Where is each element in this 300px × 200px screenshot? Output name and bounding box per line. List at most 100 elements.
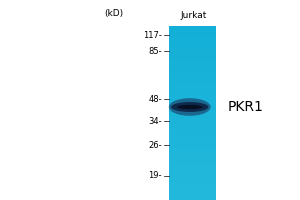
- Bar: [169, 78, 216, 79]
- Bar: [169, 59, 216, 60]
- Bar: [169, 43, 216, 44]
- Bar: [169, 26, 216, 27]
- Bar: [169, 75, 216, 76]
- Bar: [169, 186, 216, 187]
- Bar: [169, 69, 216, 70]
- Bar: [169, 52, 216, 53]
- Text: 48-: 48-: [148, 95, 162, 104]
- Bar: [169, 45, 216, 46]
- Bar: [169, 188, 216, 189]
- Bar: [169, 71, 216, 72]
- Bar: [169, 181, 216, 182]
- Bar: [169, 113, 216, 114]
- Bar: [169, 112, 216, 113]
- Bar: [169, 46, 216, 47]
- Bar: [169, 35, 216, 36]
- Bar: [169, 196, 216, 197]
- Bar: [169, 128, 216, 129]
- Bar: [169, 150, 216, 151]
- Ellipse shape: [171, 102, 208, 112]
- Bar: [169, 80, 216, 81]
- Bar: [169, 120, 216, 121]
- Bar: [169, 148, 216, 149]
- Bar: [169, 167, 216, 168]
- Text: PKR1: PKR1: [228, 100, 264, 114]
- Bar: [169, 155, 216, 156]
- Bar: [169, 177, 216, 178]
- Bar: [169, 183, 216, 184]
- Bar: [169, 95, 216, 96]
- Bar: [169, 95, 216, 96]
- Bar: [169, 121, 216, 122]
- Bar: [169, 160, 216, 161]
- Bar: [169, 124, 216, 125]
- Bar: [169, 198, 216, 199]
- Bar: [169, 33, 216, 34]
- Bar: [169, 185, 216, 186]
- Bar: [169, 151, 216, 152]
- Bar: [169, 173, 216, 174]
- Bar: [169, 168, 216, 169]
- Bar: [169, 189, 216, 190]
- Bar: [169, 66, 216, 67]
- Bar: [169, 83, 216, 84]
- Bar: [169, 91, 216, 92]
- Bar: [169, 170, 216, 171]
- Bar: [169, 127, 216, 128]
- Bar: [169, 48, 216, 49]
- Bar: [169, 105, 216, 106]
- Bar: [169, 104, 216, 105]
- Bar: [169, 30, 216, 31]
- Bar: [169, 74, 216, 75]
- Bar: [169, 93, 216, 94]
- Bar: [169, 73, 216, 74]
- Bar: [169, 116, 216, 117]
- Bar: [169, 131, 216, 132]
- Bar: [169, 144, 216, 145]
- Bar: [169, 117, 216, 118]
- Bar: [169, 62, 216, 63]
- Bar: [169, 162, 216, 163]
- Bar: [169, 32, 216, 33]
- Bar: [169, 174, 216, 175]
- Bar: [169, 154, 216, 155]
- Bar: [169, 68, 216, 69]
- Bar: [169, 118, 216, 119]
- Bar: [169, 106, 216, 107]
- Bar: [169, 146, 216, 147]
- Bar: [169, 129, 216, 130]
- Bar: [169, 64, 216, 65]
- Ellipse shape: [169, 98, 211, 116]
- Bar: [169, 53, 216, 54]
- Bar: [169, 153, 216, 154]
- Bar: [169, 72, 216, 73]
- Bar: [169, 36, 216, 37]
- Bar: [169, 82, 216, 83]
- Bar: [169, 114, 216, 115]
- Bar: [169, 86, 216, 87]
- Bar: [169, 192, 216, 193]
- Bar: [169, 77, 216, 78]
- Bar: [169, 31, 216, 32]
- Bar: [169, 175, 216, 176]
- Bar: [169, 139, 216, 140]
- Bar: [169, 126, 216, 127]
- Text: Jurkat: Jurkat: [180, 11, 207, 20]
- Bar: [169, 122, 216, 123]
- Bar: [169, 70, 216, 71]
- Bar: [169, 171, 216, 172]
- Bar: [169, 167, 216, 168]
- Bar: [169, 92, 216, 93]
- Bar: [169, 58, 216, 59]
- Bar: [169, 41, 216, 42]
- Bar: [169, 39, 216, 40]
- Bar: [169, 42, 216, 43]
- Bar: [169, 193, 216, 194]
- Bar: [169, 33, 216, 34]
- Bar: [169, 117, 216, 118]
- Bar: [169, 182, 216, 183]
- Bar: [169, 180, 216, 181]
- Bar: [169, 161, 216, 162]
- Bar: [169, 187, 216, 188]
- Bar: [169, 102, 216, 103]
